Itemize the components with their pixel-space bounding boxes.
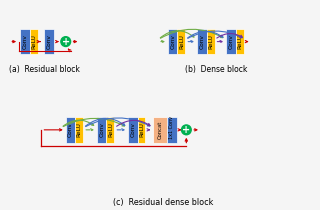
- Text: (b)  Dense block: (b) Dense block: [185, 65, 248, 74]
- Text: Conv: Conv: [130, 122, 135, 137]
- Text: (a)  Residual block: (a) Residual block: [9, 65, 80, 74]
- Text: Conv: Conv: [199, 34, 204, 49]
- Text: 1x1 Conv: 1x1 Conv: [169, 116, 174, 139]
- FancyBboxPatch shape: [20, 29, 30, 54]
- FancyBboxPatch shape: [197, 29, 207, 54]
- Text: ReLU: ReLU: [77, 122, 82, 137]
- Text: ReLU: ReLU: [179, 34, 184, 49]
- Text: Conv: Conv: [22, 34, 27, 49]
- Text: Concat: Concat: [157, 121, 163, 139]
- Circle shape: [181, 125, 191, 135]
- Circle shape: [61, 37, 71, 46]
- FancyBboxPatch shape: [207, 29, 214, 54]
- Text: Conv: Conv: [228, 34, 234, 49]
- Text: Conv: Conv: [47, 34, 52, 49]
- FancyBboxPatch shape: [138, 117, 146, 143]
- Text: ReLU: ReLU: [139, 122, 144, 137]
- Text: Conv: Conv: [68, 122, 73, 137]
- FancyBboxPatch shape: [153, 117, 167, 143]
- Text: (c)  Residual dense block: (c) Residual dense block: [113, 198, 213, 206]
- FancyBboxPatch shape: [107, 117, 114, 143]
- Text: ReLU: ReLU: [208, 34, 213, 49]
- Text: ReLU: ReLU: [108, 122, 113, 137]
- Text: ReLU: ReLU: [237, 34, 242, 49]
- FancyBboxPatch shape: [226, 29, 236, 54]
- Text: +: +: [62, 37, 70, 47]
- Text: +: +: [182, 125, 190, 135]
- FancyBboxPatch shape: [128, 117, 138, 143]
- FancyBboxPatch shape: [167, 117, 177, 143]
- FancyBboxPatch shape: [97, 117, 107, 143]
- FancyBboxPatch shape: [76, 117, 83, 143]
- FancyBboxPatch shape: [30, 29, 37, 54]
- FancyBboxPatch shape: [44, 29, 54, 54]
- FancyBboxPatch shape: [168, 29, 178, 54]
- FancyBboxPatch shape: [66, 117, 76, 143]
- Text: Conv: Conv: [170, 34, 175, 49]
- Text: Conv: Conv: [99, 122, 104, 137]
- FancyBboxPatch shape: [236, 29, 244, 54]
- Text: ReLU: ReLU: [31, 34, 36, 49]
- FancyBboxPatch shape: [178, 29, 185, 54]
